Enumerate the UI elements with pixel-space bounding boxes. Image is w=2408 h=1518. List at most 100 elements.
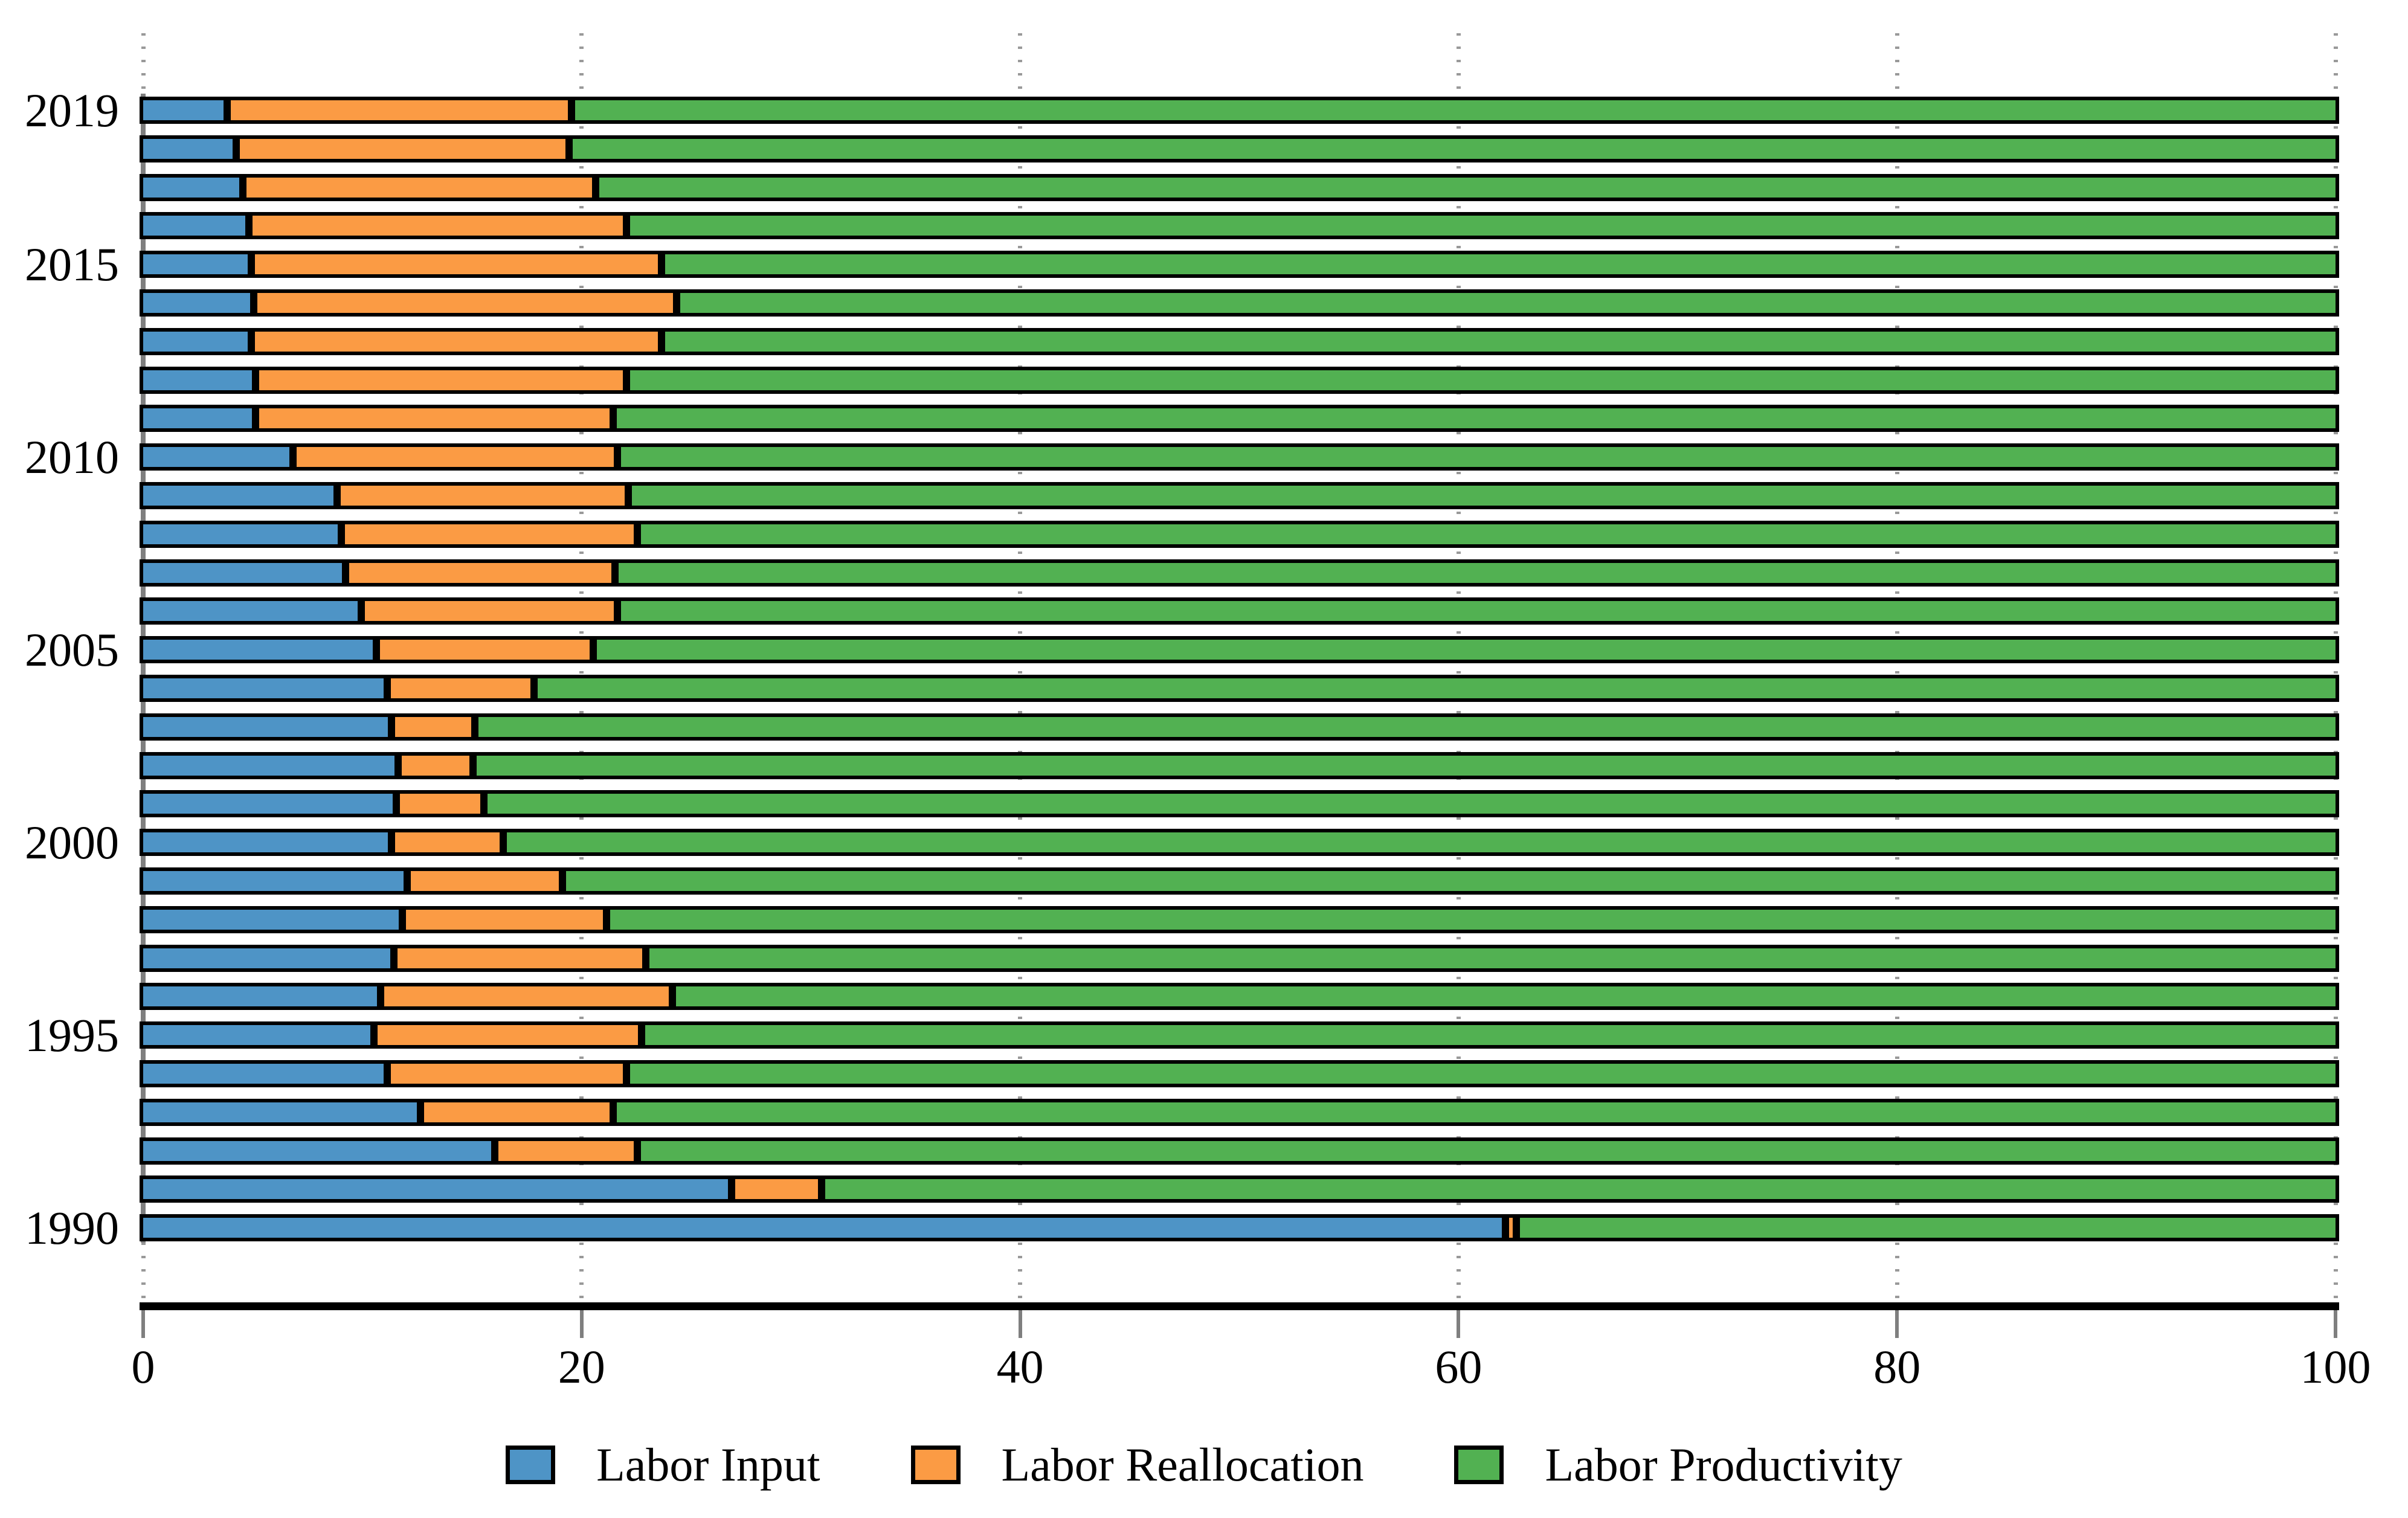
bar-segment-labor-productivity-2004: [534, 675, 2339, 702]
bar-segment-labor-input-2013: [140, 327, 252, 355]
bar-row-2010: [140, 443, 2339, 471]
bar-row-2004: [140, 675, 2339, 702]
bar-segment-labor-input-1990: [140, 1214, 1505, 1242]
bar-segment-labor-reallocation-2009: [336, 482, 629, 509]
bar-segment-labor-input-2012: [140, 366, 256, 394]
bar-segment-labor-input-2016: [140, 212, 249, 240]
bar-segment-labor-input-1991: [140, 1175, 732, 1203]
bar-segment-labor-input-2017: [140, 173, 243, 201]
bar-row-2011: [140, 405, 2339, 433]
bar-row-2016: [140, 212, 2339, 240]
x-tick-0: [141, 1310, 145, 1338]
x-tick-label-40: 40: [996, 1340, 1044, 1393]
bar-segment-labor-reallocation-1993: [420, 1098, 613, 1126]
gridline-40: [1018, 33, 1023, 1302]
bar-row-1993: [140, 1098, 2339, 1126]
x-tick-100: [2334, 1310, 2337, 1338]
bar-segment-labor-productivity-2016: [626, 212, 2339, 240]
bar-segment-labor-reallocation-1994: [387, 1060, 626, 1087]
bar-segment-labor-input-1995: [140, 1021, 375, 1049]
bar-row-1995: [140, 1021, 2339, 1049]
gridline-20: [579, 33, 584, 1302]
bar-segment-labor-input-2008: [140, 520, 341, 548]
bar-row-2002: [140, 751, 2339, 779]
bar-segment-labor-productivity-2009: [628, 482, 2339, 509]
bar-segment-labor-productivity-2011: [613, 405, 2339, 433]
bar-segment-labor-productivity-1997: [646, 944, 2339, 972]
legend-label-labor-productivity: Labor Productivity: [1545, 1438, 1902, 1491]
bar-segment-labor-reallocation-1995: [374, 1021, 642, 1049]
legend-label-labor-input: Labor Input: [596, 1438, 820, 1491]
bar-segment-labor-input-2002: [140, 751, 399, 779]
bar-segment-labor-productivity-2005: [593, 636, 2339, 664]
bar-segment-labor-productivity-1999: [562, 867, 2339, 895]
bar-segment-labor-productivity-2013: [661, 327, 2339, 355]
bar-segment-labor-reallocation-1990: [1505, 1214, 1516, 1242]
legend-item-labor-input: Labor Input: [506, 1441, 820, 1488]
gridline-60: [1456, 33, 1461, 1302]
bar-segment-labor-reallocation-2010: [293, 443, 618, 471]
bar-segment-labor-reallocation-2013: [251, 327, 662, 355]
bar-segment-labor-reallocation-2006: [361, 597, 618, 625]
bar-row-2005: [140, 636, 2339, 664]
gridline-80: [1895, 33, 1899, 1302]
bar-segment-labor-productivity-1990: [1516, 1214, 2339, 1242]
bar-segment-labor-reallocation-2008: [341, 520, 637, 548]
bar-segment-labor-reallocation-2016: [249, 212, 626, 240]
bar-segment-labor-input-2007: [140, 559, 346, 587]
bar-segment-labor-reallocation-2011: [256, 405, 613, 433]
x-tick-20: [579, 1310, 584, 1338]
bar-segment-labor-reallocation-2018: [236, 135, 570, 162]
bar-segment-labor-input-2001: [140, 790, 396, 818]
legend-item-labor-reallocation: Labor Reallocation: [910, 1438, 1364, 1491]
bar-row-1990: [140, 1214, 2339, 1242]
bar-segment-labor-reallocation-2015: [251, 251, 662, 278]
bar-segment-labor-input-2009: [140, 482, 337, 509]
bar-segment-labor-input-1992: [140, 1137, 495, 1165]
bar-segment-labor-productivity-2012: [626, 366, 2339, 394]
legend-swatch-labor-reallocation: [910, 1446, 961, 1484]
legend-swatch-labor-input: [506, 1446, 556, 1484]
bar-row-2017: [140, 173, 2339, 201]
bar-segment-labor-reallocation-2012: [256, 366, 626, 394]
bar-segment-labor-input-1993: [140, 1098, 420, 1126]
bar-row-1992: [140, 1137, 2339, 1165]
bar-segment-labor-reallocation-1992: [494, 1137, 637, 1165]
bar-segment-labor-productivity-2015: [661, 251, 2339, 278]
x-axis-line: [140, 1302, 2339, 1310]
bar-segment-labor-reallocation-2005: [376, 636, 594, 664]
x-tick-60: [1457, 1310, 1461, 1338]
bar-segment-labor-reallocation-2003: [391, 713, 475, 741]
bar-segment-labor-reallocation-2000: [391, 829, 504, 857]
bar-segment-labor-reallocation-1998: [402, 905, 607, 933]
bar-row-2009: [140, 482, 2339, 509]
bar-segment-labor-productivity-2008: [637, 520, 2339, 548]
bar-row-1999: [140, 867, 2339, 895]
bar-segment-labor-reallocation-2017: [242, 173, 596, 201]
bar-row-2001: [140, 790, 2339, 818]
y-axis-label-2000: 2000: [25, 815, 119, 869]
bar-row-2013: [140, 327, 2339, 355]
gridline-100: [2333, 33, 2338, 1302]
legend: Labor Input Labor Reallocation Labor Produ…: [0, 1438, 2408, 1491]
bar-row-2006: [140, 597, 2339, 625]
bar-segment-labor-productivity-1992: [637, 1137, 2339, 1165]
bar-row-1997: [140, 944, 2339, 972]
bar-row-2018: [140, 135, 2339, 162]
legend-label-labor-reallocation: Labor Reallocation: [1001, 1438, 1364, 1491]
bar-segment-labor-input-2003: [140, 713, 392, 741]
y-axis-line: [141, 94, 146, 1243]
bar-segment-labor-reallocation-2007: [346, 559, 616, 587]
x-tick-40: [1018, 1310, 1022, 1338]
bar-segment-labor-productivity-2014: [677, 289, 2339, 317]
x-tick-label-0: 0: [131, 1340, 155, 1393]
bar-segment-labor-input-2004: [140, 675, 388, 702]
y-axis-label-2015: 2015: [25, 237, 119, 291]
bar-segment-labor-productivity-1993: [613, 1098, 2339, 1126]
y-axis-label-2019: 2019: [25, 83, 119, 137]
bar-row-2000: [140, 829, 2339, 857]
bar-segment-labor-reallocation-2002: [398, 751, 473, 779]
bar-segment-labor-input-2015: [140, 251, 252, 278]
legend-swatch-labor-productivity: [1454, 1446, 1504, 1484]
